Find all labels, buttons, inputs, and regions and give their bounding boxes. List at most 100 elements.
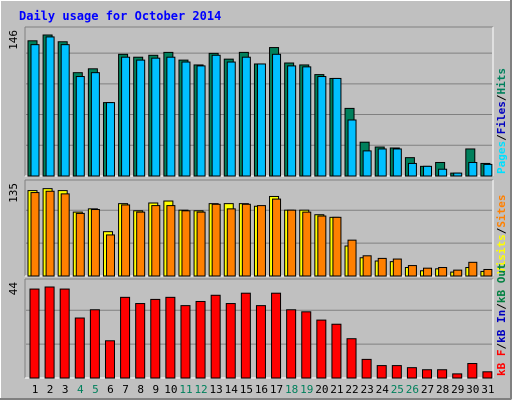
bar-files-day-24 xyxy=(377,148,387,177)
bar-kbytes-day-14 xyxy=(225,303,236,379)
bar-kbytes-day-17 xyxy=(271,292,282,379)
bar-sites-day-15 xyxy=(241,203,251,277)
bar-kbytes-day-1 xyxy=(29,288,40,379)
day-label-26: 26 xyxy=(406,383,419,396)
legend-item: kB Out xyxy=(495,263,508,303)
day-label-22: 22 xyxy=(345,383,358,396)
chart-title: Daily usage for October 2014 xyxy=(19,9,221,23)
day-label-24: 24 xyxy=(376,383,390,396)
panel-hits-files-pages: 146 Pages/Files/Hits xyxy=(7,26,508,177)
legend-item: kB In xyxy=(495,310,508,343)
bar-files-day-5 xyxy=(90,72,100,177)
bar-kbytes-day-2 xyxy=(44,286,55,379)
bar-files-day-13 xyxy=(211,54,221,177)
day-label-19: 19 xyxy=(300,383,313,396)
day-label-1: 1 xyxy=(32,383,39,396)
bar-sites-day-6 xyxy=(105,234,115,277)
bar-files-day-27 xyxy=(423,165,433,177)
day-label-29: 29 xyxy=(451,383,464,396)
bar-files-day-19 xyxy=(302,66,312,177)
day-label-2: 2 xyxy=(47,383,54,396)
bar-files-day-3 xyxy=(60,44,70,177)
day-label-30: 30 xyxy=(466,383,479,396)
bar-sites-day-10 xyxy=(166,205,176,277)
bar-files-day-22 xyxy=(347,119,357,177)
bar-files-day-9 xyxy=(151,57,161,177)
legend-item: / xyxy=(495,343,508,350)
bar-sites-day-3 xyxy=(60,193,70,277)
bar-sites-day-4 xyxy=(75,212,85,277)
bar-sites-day-18 xyxy=(287,209,297,277)
day-label-16: 16 xyxy=(255,383,268,396)
bar-files-day-7 xyxy=(121,56,131,177)
day-label-3: 3 xyxy=(62,383,69,396)
bar-files-day-11 xyxy=(181,61,191,177)
bar-kbytes-day-20 xyxy=(316,319,327,379)
legend-item: Hits xyxy=(495,68,508,95)
day-label-25: 25 xyxy=(391,383,404,396)
bar-sites-day-19 xyxy=(302,211,312,277)
bar-files-day-28 xyxy=(438,168,448,177)
bar-sites-day-14 xyxy=(226,208,236,277)
bar-kbytes-day-26 xyxy=(406,367,417,379)
day-label-27: 27 xyxy=(421,383,434,396)
bar-kbytes-day-16 xyxy=(255,305,266,379)
bar-files-day-17 xyxy=(272,53,282,177)
bar-sites-day-21 xyxy=(332,216,342,277)
bar-sites-day-31 xyxy=(483,268,493,277)
day-label-18: 18 xyxy=(285,383,298,396)
bar-kbytes-day-12 xyxy=(195,300,206,379)
y-max-label: 135 xyxy=(7,183,20,203)
bar-kbytes-day-18 xyxy=(286,309,297,379)
bar-files-day-21 xyxy=(332,77,342,177)
bar-files-day-15 xyxy=(241,56,251,177)
bar-sites-day-29 xyxy=(453,269,463,277)
legend-item: / xyxy=(495,134,508,141)
bar-files-day-18 xyxy=(287,65,297,177)
bar-kbytes-day-7 xyxy=(120,296,131,379)
bar-files-day-8 xyxy=(136,59,146,177)
y-max-label: 44 xyxy=(7,282,20,296)
bar-files-day-25 xyxy=(392,148,402,177)
bar-sites-day-26 xyxy=(407,265,417,277)
day-label-23: 23 xyxy=(361,383,374,396)
legend-item: kB F xyxy=(495,350,508,377)
bar-files-day-16 xyxy=(256,63,266,177)
bar-sites-day-12 xyxy=(196,211,206,277)
bar-files-day-20 xyxy=(317,76,327,177)
bar-kbytes-day-13 xyxy=(210,294,221,379)
bar-kbytes-day-10 xyxy=(165,296,176,379)
bar-kbytes-day-4 xyxy=(74,317,85,379)
legend-item: / xyxy=(495,227,508,234)
bar-sites-day-9 xyxy=(151,205,161,277)
bar-kbytes-day-19 xyxy=(301,311,312,379)
day-label-14: 14 xyxy=(225,383,239,396)
legend-hits-files-pages: Pages/Files/Hits xyxy=(495,68,508,174)
legend-item: / xyxy=(495,303,508,310)
bar-sites-day-5 xyxy=(90,209,100,277)
bar-files-day-29 xyxy=(453,172,463,177)
legend-item: / xyxy=(495,94,508,101)
day-label-17: 17 xyxy=(270,383,283,396)
bar-sites-day-8 xyxy=(136,211,146,277)
legend-item: Pages xyxy=(495,141,508,174)
bar-files-day-31 xyxy=(483,163,493,177)
bar-sites-day-25 xyxy=(392,258,402,277)
panel-sites-visits: 135 Visits/Sites xyxy=(7,179,508,277)
y-max-label: 146 xyxy=(7,30,20,50)
day-label-7: 7 xyxy=(122,383,129,396)
bar-kbytes-day-31 xyxy=(482,371,493,379)
bar-sites-day-16 xyxy=(256,205,266,277)
day-label-9: 9 xyxy=(152,383,159,396)
day-label-20: 20 xyxy=(315,383,328,396)
bar-sites-day-28 xyxy=(438,267,448,277)
bar-sites-day-11 xyxy=(181,210,191,277)
bar-files-day-12 xyxy=(196,65,206,177)
day-label-8: 8 xyxy=(137,383,144,396)
day-label-11: 11 xyxy=(179,383,192,396)
day-label-10: 10 xyxy=(164,383,177,396)
bar-files-day-30 xyxy=(468,161,478,177)
